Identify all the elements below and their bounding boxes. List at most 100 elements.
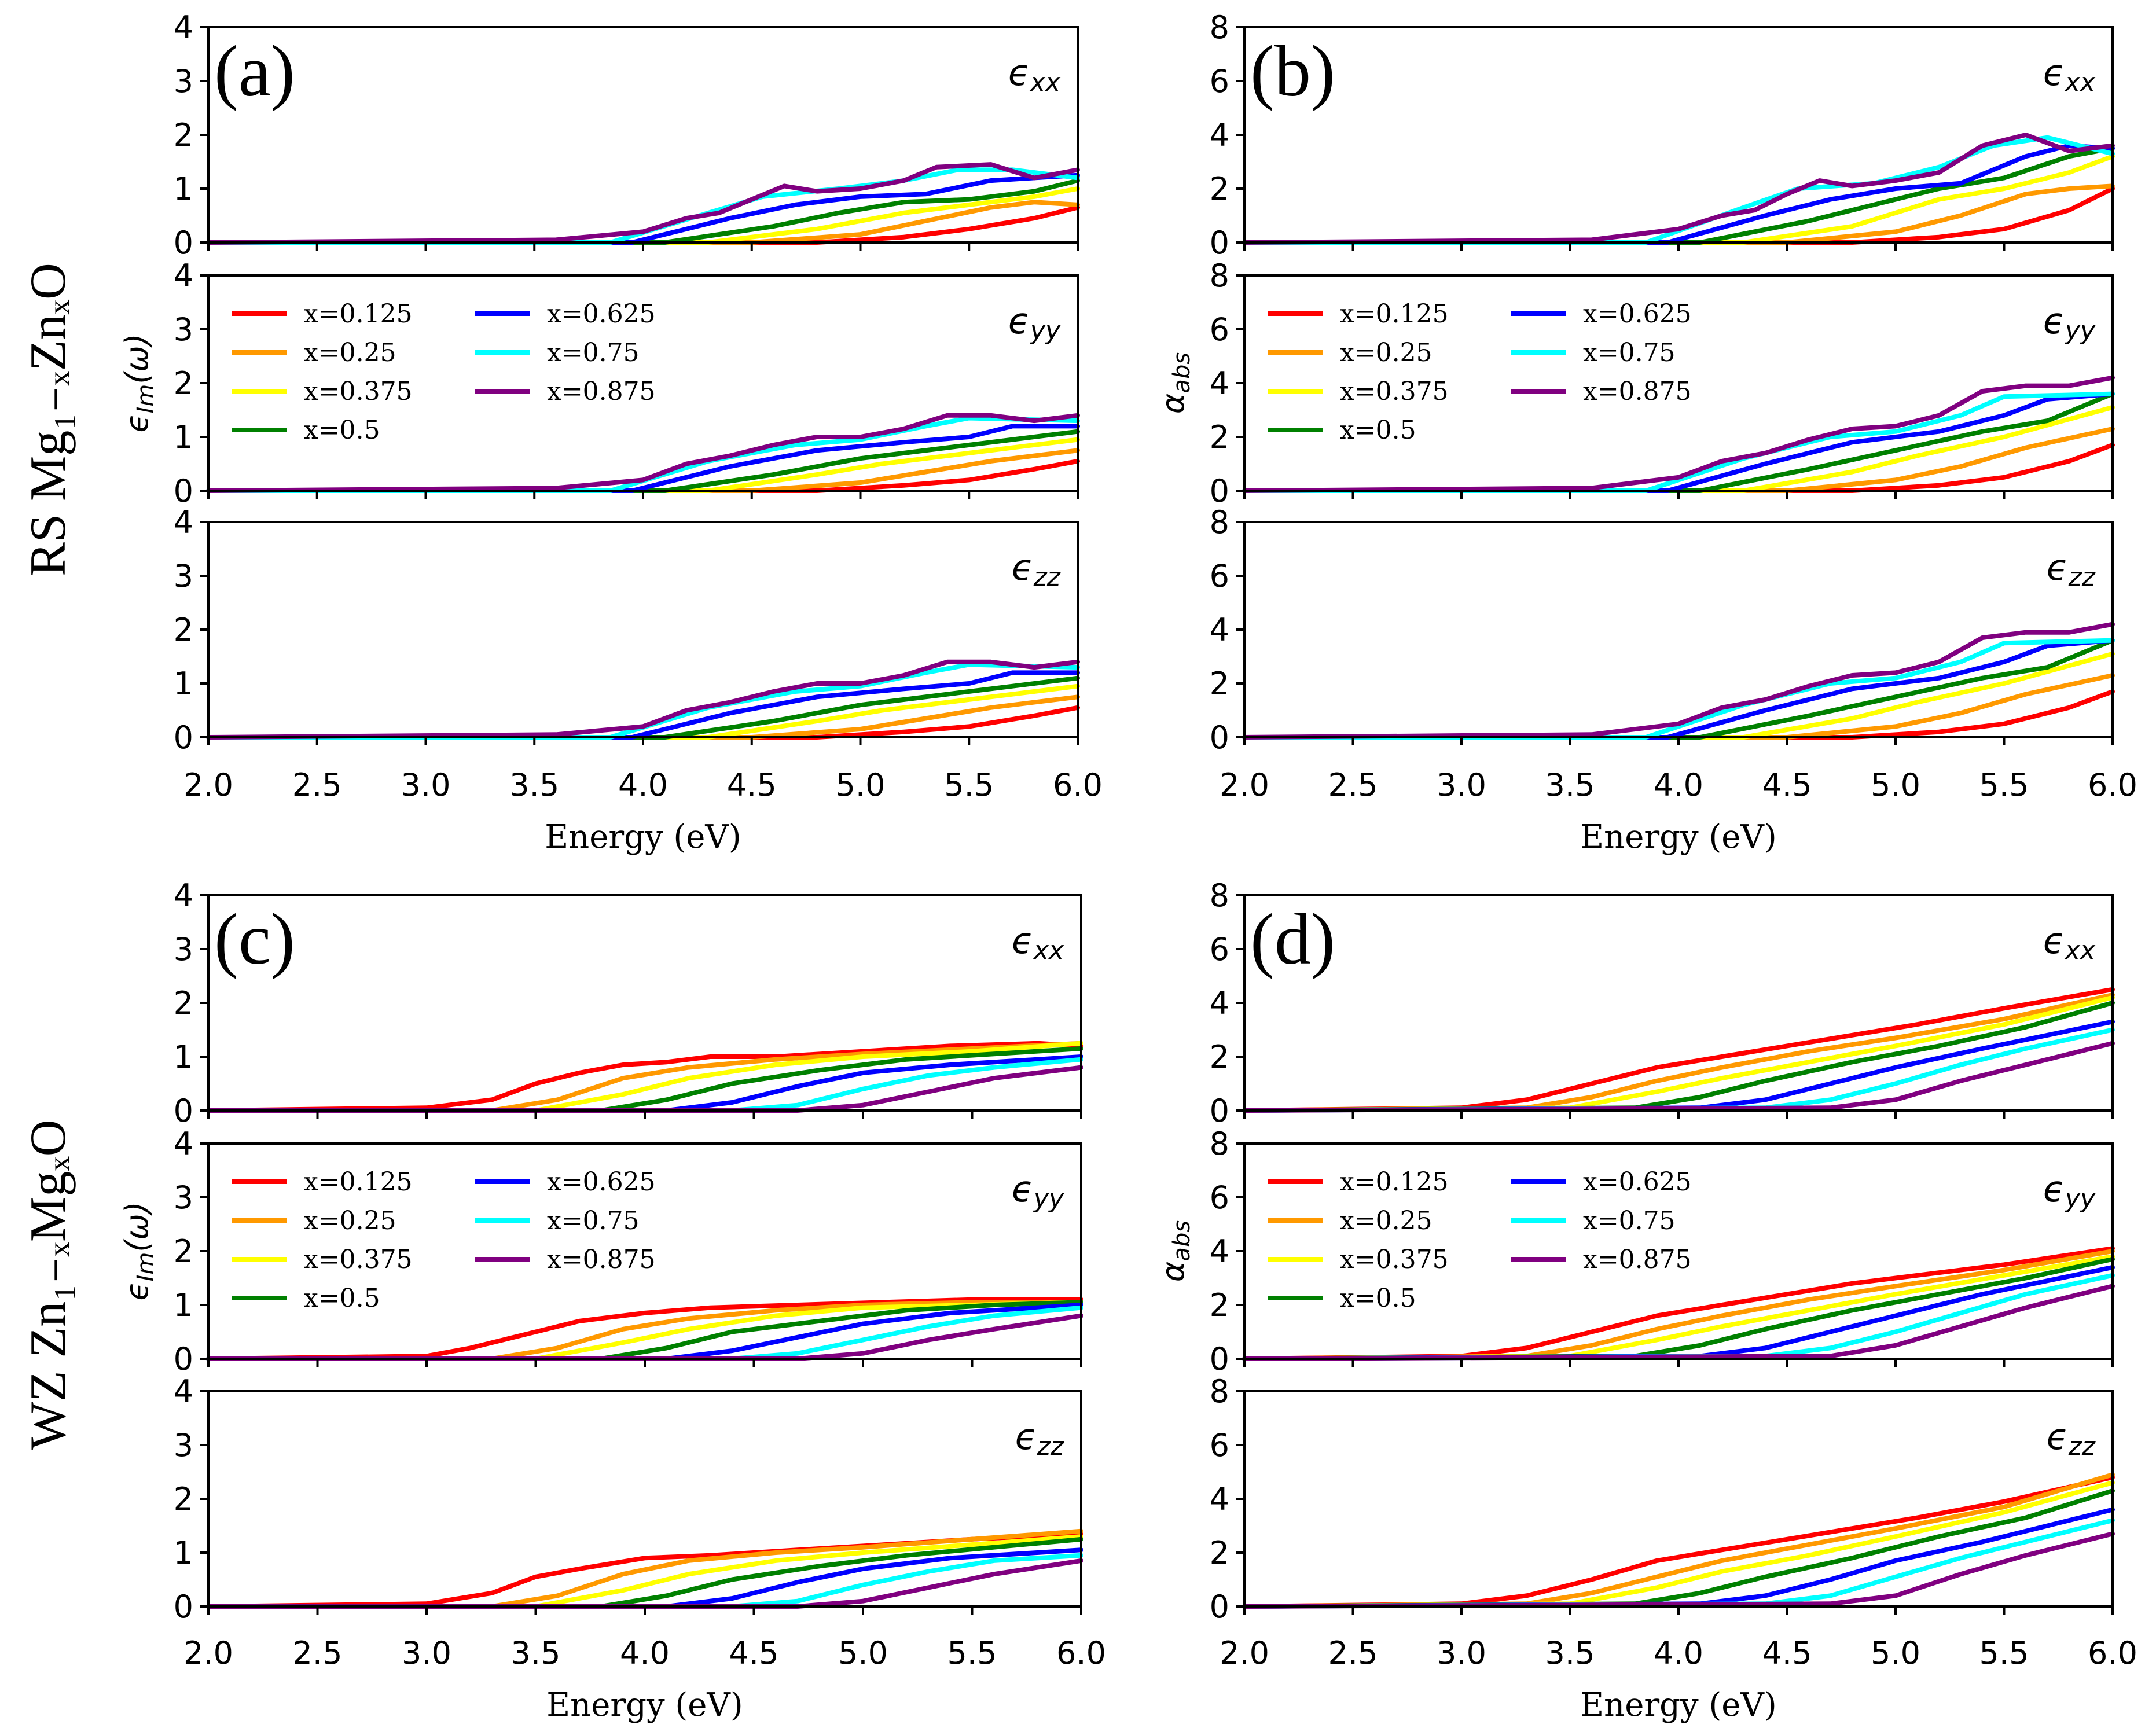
x-tick-label: 5.5	[1979, 1635, 2029, 1671]
series-line-x-0.875	[1242, 1284, 2115, 1361]
y-tick-label: 3	[174, 63, 193, 100]
legend-label: x=0.25	[304, 338, 396, 367]
series-line-x-0.125	[1242, 443, 2115, 493]
y-tick-label: 1	[174, 171, 193, 207]
y-tick-label: 0	[1210, 473, 1229, 509]
series-line-x-0.5	[1242, 1488, 2115, 1609]
legend-label: x=0.375	[304, 377, 413, 406]
y-tick-label: 4	[174, 1373, 193, 1410]
series-line-x-0.375	[1242, 995, 2115, 1113]
x-tick-label: 3.5	[511, 1635, 561, 1671]
legend-label: x=0.75	[1583, 338, 1676, 367]
y-tick-label: 4	[1210, 1233, 1229, 1270]
series-line-x-0.875	[1242, 133, 2115, 245]
panel-tag: (a)	[214, 31, 295, 112]
component-label: ϵzz	[2047, 546, 2096, 592]
x-axis-title: Energy (eV)	[1580, 1686, 1776, 1724]
y-tick-label: 2	[1210, 1039, 1229, 1075]
y-tick-label: 8	[1210, 9, 1229, 46]
series-line-x-0.875	[206, 659, 1080, 740]
series-line-x-0.125	[1242, 1475, 2115, 1609]
axes-frame	[207, 521, 1079, 738]
y-tick-label: 1	[174, 1039, 193, 1075]
panel-tag: (d)	[1250, 899, 1335, 980]
legend-label: x=0.125	[1340, 1167, 1449, 1197]
y-tick-label: 3	[174, 558, 193, 594]
y-tick-label: 3	[174, 931, 193, 968]
legend-label: x=0.75	[1583, 1206, 1676, 1236]
legend-label: x=0.375	[1340, 1245, 1449, 1274]
component-label: ϵxx	[2043, 920, 2096, 965]
legend-label: x=0.875	[1583, 1245, 1692, 1274]
x-tick-label: 4.0	[1654, 767, 1703, 803]
legend-label: x=0.625	[547, 299, 656, 329]
y-tick-label: 0	[174, 1589, 193, 1625]
series-line-x-0.875	[1242, 622, 2115, 740]
series-line-x-0.625	[206, 172, 1080, 245]
x-tick-label: 5.5	[947, 1635, 997, 1671]
component-label: ϵxx	[1012, 920, 1064, 965]
x-axis-title: Energy (eV)	[1580, 818, 1776, 856]
y-tick-label: 6	[1210, 558, 1229, 594]
series-line-x-0.25	[206, 1528, 1083, 1609]
y-tick-label: 6	[1210, 931, 1229, 968]
x-tick-label: 2.0	[183, 767, 233, 803]
series-line-x-0.125	[206, 205, 1080, 245]
subplot-eps-xx: 0 2 4 6 8 ϵxx (d)	[1210, 877, 2115, 1129]
y-tick-label: 2	[174, 985, 193, 1021]
x-tick-label: 4.5	[729, 1635, 779, 1671]
component-label: ϵyy	[1008, 300, 1061, 345]
legend-label: x=0.375	[1340, 377, 1449, 406]
series-line-x-0.875	[1242, 1041, 2115, 1113]
series-line-x-0.5	[206, 1536, 1083, 1609]
x-tick-label: 2.5	[292, 767, 342, 803]
series-line-x-0.75	[1242, 391, 2115, 493]
y-tick-label: 8	[1210, 1373, 1229, 1410]
x-tick-label: 5.0	[836, 767, 886, 803]
component-label: ϵyy	[2043, 1168, 2096, 1214]
subplot-eps-yy: 0 1 2 3 4 ϵyy x=0.125 x=0.25 x=0.375 x=0.5 x=0.625…	[174, 1126, 1083, 1377]
series-line-x-0.125	[1242, 987, 2115, 1113]
y-tick-label: 2	[1210, 419, 1229, 455]
y-tick-label: 2	[1210, 171, 1229, 207]
series-line-x-0.375	[1242, 1480, 2115, 1609]
x-tick-label: 4.5	[1762, 767, 1812, 803]
subplot-eps-yy: 0 2 4 6 8 ϵyy x=0.125 x=0.25 x=0.375 x=0.5 x=0.625…	[1210, 258, 2115, 509]
legend-label: x=0.375	[304, 1245, 413, 1274]
legend-label: x=0.125	[304, 1167, 413, 1197]
panel-b: 02468ϵxx(b)02468ϵyyx=0.125x=0.25x=0.375x…	[1155, 9, 2137, 856]
y-tick-label: 8	[1210, 877, 1229, 914]
series-line-x-0.625	[206, 424, 1080, 493]
y-tick-label: 0	[1210, 1093, 1229, 1129]
y-tick-label: 4	[1210, 365, 1229, 402]
row-title-rs: RS Mg₁₋ₓZnₓO	[20, 263, 76, 576]
series-line-x-0.75	[206, 662, 1080, 740]
y-axis-title: ϵIm(ω)	[119, 1201, 159, 1300]
y-tick-label: 2	[174, 1233, 193, 1270]
x-tick-label: 2.0	[1220, 767, 1269, 803]
x-tick-label: 3.5	[1545, 767, 1595, 803]
x-tick-label: 6.0	[2088, 767, 2137, 803]
component-label: ϵzz	[1015, 1416, 1064, 1461]
legend-label: x=0.875	[547, 1245, 656, 1274]
y-tick-label: 0	[1210, 1589, 1229, 1625]
x-tick-label: 2.0	[183, 1635, 233, 1671]
subplot-eps-zz: 0 1 2 3 4 ϵzz	[174, 1373, 1083, 1625]
x-tick-label: 4.5	[1762, 1635, 1812, 1671]
legend-label: x=0.625	[547, 1167, 656, 1197]
panel-tag: (c)	[214, 899, 295, 980]
y-tick-label: 6	[1210, 311, 1229, 348]
legend-label: x=0.125	[1340, 299, 1449, 329]
x-tick-label: 3.5	[1545, 1635, 1595, 1671]
y-tick-label: 4	[174, 504, 193, 541]
series-line-x-0.25	[1242, 992, 2115, 1113]
x-tick-label: 3.0	[1437, 1635, 1486, 1671]
x-tick-label: 3.0	[1437, 767, 1486, 803]
component-label: ϵyy	[2043, 300, 2096, 345]
series-line-x-0.25	[206, 1300, 1083, 1361]
row-title-wz: WZ Zn₁₋ₓMgₓO	[20, 1120, 76, 1450]
x-tick-label: 5.0	[1871, 1635, 1920, 1671]
y-tick-label: 0	[174, 1341, 193, 1377]
panel-tag: (b)	[1250, 31, 1335, 112]
